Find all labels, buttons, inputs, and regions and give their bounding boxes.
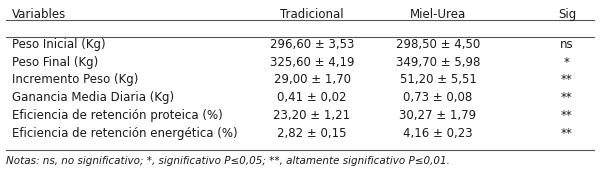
Text: 30,27 ± 1,79: 30,27 ± 1,79	[400, 109, 476, 122]
Text: 51,20 ± 5,51: 51,20 ± 5,51	[400, 73, 476, 86]
Text: Miel-Urea: Miel-Urea	[410, 8, 466, 21]
Text: 4,16 ± 0,23: 4,16 ± 0,23	[403, 127, 473, 140]
Text: Tradicional: Tradicional	[280, 8, 344, 21]
Text: Sig: Sig	[558, 8, 576, 21]
Text: Peso Inicial (Kg): Peso Inicial (Kg)	[12, 38, 106, 51]
Text: 2,82 ± 0,15: 2,82 ± 0,15	[277, 127, 347, 140]
Text: 0,41 ± 0,02: 0,41 ± 0,02	[277, 91, 347, 104]
Text: **: **	[561, 91, 573, 104]
Text: Eficiencia de retención energética (%): Eficiencia de retención energética (%)	[12, 127, 238, 140]
Text: 325,60 ± 4,19: 325,60 ± 4,19	[270, 56, 354, 69]
Text: Variables: Variables	[12, 8, 66, 21]
Text: Notas: ns, no significativo; *, significativo P≤0,05; **, altamente significativ: Notas: ns, no significativo; *, signific…	[6, 156, 450, 166]
Text: **: **	[561, 73, 573, 86]
Text: 29,00 ± 1,70: 29,00 ± 1,70	[274, 73, 350, 86]
Text: 0,73 ± 0,08: 0,73 ± 0,08	[403, 91, 473, 104]
Text: ns: ns	[560, 38, 574, 51]
Text: 349,70 ± 5,98: 349,70 ± 5,98	[396, 56, 480, 69]
Text: 298,50 ± 4,50: 298,50 ± 4,50	[396, 38, 480, 51]
Text: Ganancia Media Diaria (Kg): Ganancia Media Diaria (Kg)	[12, 91, 174, 104]
Text: *: *	[564, 56, 570, 69]
Text: Eficiencia de retención proteica (%): Eficiencia de retención proteica (%)	[12, 109, 223, 122]
Text: 23,20 ± 1,21: 23,20 ± 1,21	[274, 109, 350, 122]
Text: **: **	[561, 109, 573, 122]
Text: **: **	[561, 127, 573, 140]
Text: Peso Final (Kg): Peso Final (Kg)	[12, 56, 98, 69]
Text: 296,60 ± 3,53: 296,60 ± 3,53	[270, 38, 354, 51]
Text: Incremento Peso (Kg): Incremento Peso (Kg)	[12, 73, 139, 86]
